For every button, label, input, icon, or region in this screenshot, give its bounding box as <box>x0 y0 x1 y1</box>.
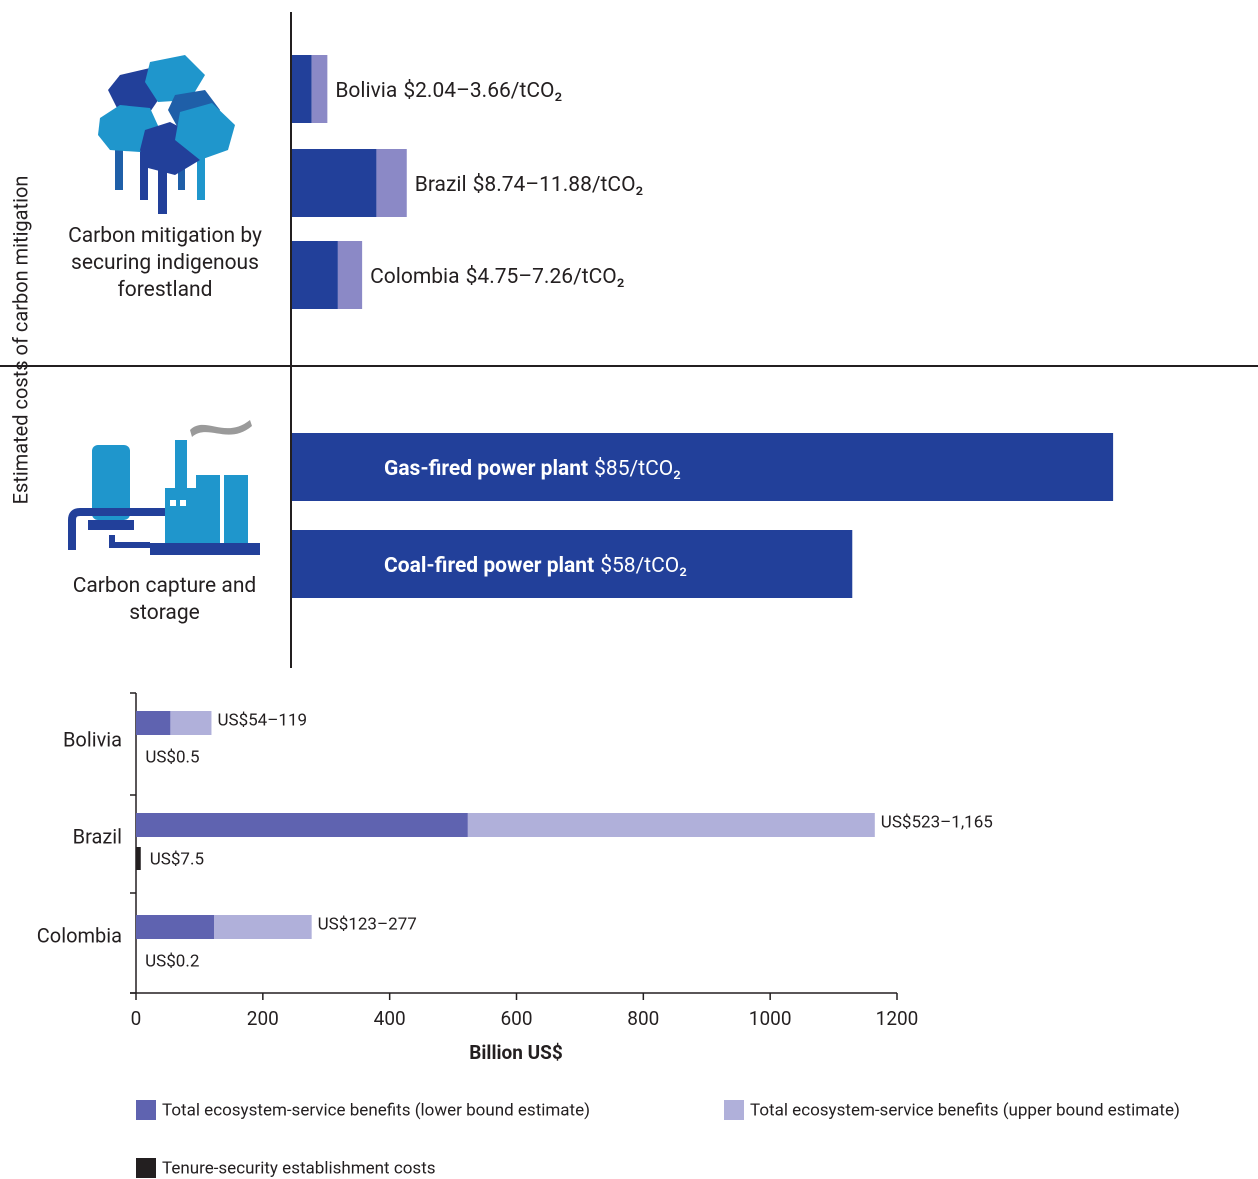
category-label: Colombia <box>370 265 459 289</box>
legend-label: Total ecosystem-service benefits (upper … <box>750 1100 1180 1120</box>
bar-low <box>292 55 312 123</box>
category-label: Brazil <box>73 824 122 848</box>
legend-label: Total ecosystem-service benefits (lower … <box>162 1100 590 1120</box>
bar-tenure <box>136 847 141 870</box>
range-label: US$523–1,165 <box>881 812 993 832</box>
category-label: Brazil <box>415 173 467 197</box>
value-label: $85/tCO₂ <box>594 457 681 481</box>
range-label: US$54–119 <box>217 710 307 730</box>
bar-low <box>292 241 338 309</box>
group-label: Carbon capture and storage <box>72 574 257 625</box>
legend-swatch <box>136 1100 156 1120</box>
y-axis-label: Estimated costs of carbon mitigation <box>8 176 32 505</box>
bar-lower <box>136 915 215 939</box>
bar-high <box>376 149 407 217</box>
x-tick-label: 400 <box>374 1007 406 1030</box>
tenure-label: US$0.2 <box>145 951 199 971</box>
x-tick-label: 0 <box>131 1007 142 1030</box>
x-tick-label: 600 <box>500 1007 532 1030</box>
value-label: $2.04–3.66/tCO₂ <box>403 79 562 103</box>
category-label: Bolivia <box>63 727 122 751</box>
tenure-label: US$0.5 <box>145 747 199 767</box>
group-label: Carbon mitigation by securing indigenous… <box>68 224 262 302</box>
category-label: Colombia <box>37 923 122 947</box>
bar-label: Brazil $8.74–11.88/tCO₂ <box>415 173 643 197</box>
category-label: Coal-fired power plant <box>384 554 594 578</box>
legend-swatch <box>136 1158 156 1178</box>
bar <box>292 530 853 598</box>
category-label: Gas-fired power plant <box>384 457 588 481</box>
category-label: Bolivia <box>335 79 397 103</box>
bar-high <box>337 241 363 309</box>
value-label: $58/tCO₂ <box>600 554 687 578</box>
x-tick-label: 1000 <box>749 1007 792 1030</box>
bar-label: Bolivia $2.04–3.66/tCO₂ <box>335 79 562 103</box>
value-label: $4.75–7.26/tCO₂ <box>466 265 625 289</box>
bar-lower <box>136 813 468 837</box>
x-tick-label: 1200 <box>876 1007 919 1030</box>
factory-icon <box>68 420 260 555</box>
bar-high <box>311 55 328 123</box>
tenure-label: US$7.5 <box>150 849 204 869</box>
bar-label: Gas-fired power plant $85/tCO₂ <box>384 457 681 481</box>
legend-label: Tenure-security establishment costs <box>162 1158 436 1178</box>
bar-low <box>292 149 377 217</box>
value-label: $8.74–11.88/tCO₂ <box>473 173 644 197</box>
bar <box>292 433 1114 501</box>
bar-lower <box>136 711 171 735</box>
legend-swatch <box>724 1100 744 1120</box>
range-label: US$123–277 <box>318 914 417 934</box>
x-tick-label: 800 <box>627 1007 659 1030</box>
bar-label: Coal-fired power plant $58/tCO₂ <box>384 554 687 578</box>
x-tick-label: 200 <box>247 1007 279 1030</box>
tree-icon <box>98 55 235 214</box>
bar-label: Colombia $4.75–7.26/tCO₂ <box>370 265 624 289</box>
x-axis-label: Billion US$ <box>469 1041 563 1064</box>
